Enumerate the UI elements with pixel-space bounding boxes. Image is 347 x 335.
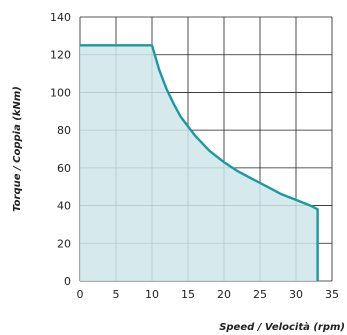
x-tick-label: 15 (181, 288, 195, 301)
torque-curve-line (80, 44, 319, 281)
x-tick-label: 0 (77, 288, 84, 301)
x-axis-title: Speed / Velocità (rpm) (219, 321, 345, 333)
y-tick-label: 40 (57, 200, 71, 213)
x-tick-label: 30 (289, 288, 303, 301)
torque-area-fill (80, 45, 318, 281)
tick-labels: 0 5 10 15 20 25 30 35 0 20 40 60 80 100 120 140 (50, 11, 339, 301)
y-tick-label: 0 (64, 275, 71, 288)
y-tick-label: 60 (57, 162, 71, 175)
x-tick-label: 25 (253, 288, 267, 301)
x-tick-label: 5 (113, 288, 120, 301)
y-tick-label: 140 (50, 11, 71, 24)
y-tick-label: 20 (57, 237, 71, 250)
x-tick-label: 20 (217, 288, 231, 301)
y-axis-title: Torque / Coppia (kNm) (12, 86, 23, 212)
y-tick-label: 100 (50, 86, 71, 99)
y-tick-label: 80 (57, 124, 71, 137)
y-tick-label: 120 (50, 49, 71, 62)
x-tick-label: 10 (145, 288, 159, 301)
x-tick-label: 35 (325, 288, 339, 301)
